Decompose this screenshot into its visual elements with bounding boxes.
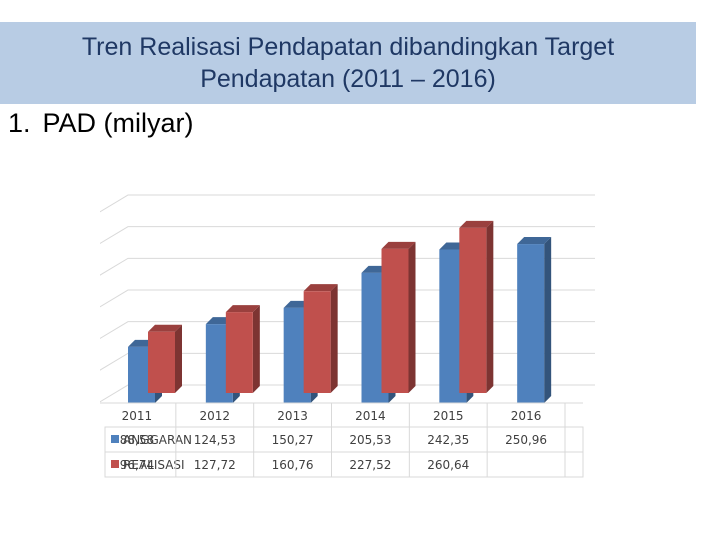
category-label: 2012 xyxy=(199,409,230,423)
title-band: Tren Realisasi Pendapatan dibandingkan T… xyxy=(0,22,696,104)
bar-realisasi-2011 xyxy=(148,324,182,393)
bar-realisasi-2015 xyxy=(459,220,494,393)
data-label: 96,74 xyxy=(120,458,154,472)
data-label: 88,58 xyxy=(120,433,154,447)
bar-realisasi-2013 xyxy=(303,284,338,393)
series-name: ANGGARAN xyxy=(123,433,192,447)
slide-title-line-1: Tren Realisasi Pendapatan dibandingkan T… xyxy=(81,33,615,61)
data-label: 205,53 xyxy=(349,433,391,447)
legend-swatch xyxy=(111,460,119,468)
gridline xyxy=(100,226,595,245)
chart-gridlines xyxy=(100,194,595,403)
data-label: 242,35 xyxy=(427,433,469,447)
subheading-text: PAD (milyar) xyxy=(42,108,194,138)
subheading-number: 1. xyxy=(8,108,31,138)
series-name: REALISASI xyxy=(123,458,185,472)
data-label: 160,76 xyxy=(272,458,314,472)
category-label: 2013 xyxy=(277,409,308,423)
data-label: 127,72 xyxy=(194,458,236,472)
category-label: 2016 xyxy=(511,409,542,423)
data-label: 150,27 xyxy=(272,433,314,447)
chart-bars xyxy=(128,220,552,403)
category-label: 2011 xyxy=(122,409,153,423)
bar-realisasi-2014 xyxy=(381,241,416,393)
slide-title-line-2: Pendapatan (2011 – 2016) xyxy=(200,65,496,93)
subheading: 1. PAD (milyar) xyxy=(8,108,194,139)
data-label: 124,53 xyxy=(194,433,236,447)
data-label: 260,64 xyxy=(427,458,469,472)
data-label: 227,52 xyxy=(349,458,391,472)
data-label: 250,96 xyxy=(505,433,547,447)
bar-anggaran-2016 xyxy=(517,237,552,403)
category-label: 2015 xyxy=(433,409,464,423)
bar-realisasi-2012 xyxy=(225,305,260,393)
bar-chart: -50,00100,00150,00200,00250,00300,00 201… xyxy=(100,194,595,478)
category-label: 2014 xyxy=(355,409,386,423)
gridline xyxy=(100,194,595,213)
legend-swatch xyxy=(111,435,119,443)
